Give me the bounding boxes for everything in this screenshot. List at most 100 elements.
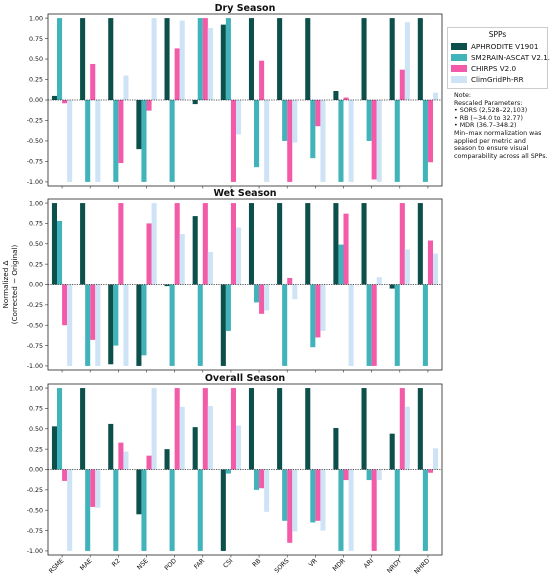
bar <box>315 100 321 127</box>
x-tick-label: R2 <box>111 557 122 568</box>
note-title: Note: <box>454 92 472 99</box>
bar <box>136 469 142 515</box>
bar <box>376 100 382 182</box>
y-tick-label: 0.25 <box>29 77 43 84</box>
y-tick-label: 0.00 <box>29 282 43 289</box>
x-tick-label: VR <box>308 557 320 569</box>
bar <box>164 449 170 470</box>
bar <box>394 284 400 366</box>
bar <box>197 469 203 551</box>
bar <box>348 100 354 182</box>
bar <box>57 18 63 100</box>
y-tick-label: -0.50 <box>27 322 43 329</box>
bar <box>174 388 180 470</box>
bar <box>151 18 157 100</box>
bar <box>404 406 410 470</box>
bar <box>169 469 175 551</box>
bar <box>146 100 152 111</box>
bar <box>207 27 213 100</box>
bar <box>292 100 298 143</box>
bar <box>333 203 339 285</box>
legend-swatch <box>451 54 467 61</box>
bar <box>123 284 129 366</box>
bar <box>146 455 152 470</box>
bar <box>338 469 344 551</box>
panel-title: Wet Season <box>213 188 276 199</box>
note-body: Min–max normalization was applied per me… <box>454 129 548 160</box>
y-tick-label: 0.25 <box>29 446 43 453</box>
bar <box>264 100 270 182</box>
legend-item-sm2rain: SM2RAIN-ASCAT V2.1.2n <box>451 52 550 63</box>
note-bullet: • RB (−34.0 to 32.77) <box>454 114 523 122</box>
bar <box>264 284 270 311</box>
bar <box>113 284 119 346</box>
bar <box>57 388 63 470</box>
bar <box>422 284 428 366</box>
bar <box>338 100 344 182</box>
bar <box>427 240 433 285</box>
legend-item-climgridph: ClimGridPh-RR <box>451 74 544 85</box>
x-tick-label: NHRD <box>413 557 431 575</box>
bar <box>259 469 265 489</box>
bar <box>207 251 213 285</box>
bar <box>277 18 283 100</box>
bar <box>404 22 410 100</box>
bar <box>371 284 377 366</box>
x-tick-label: RSME <box>48 557 66 575</box>
bar <box>141 469 147 551</box>
bar <box>333 427 339 470</box>
y-tick-label: 0.00 <box>29 97 43 104</box>
x-tick-label: NSE <box>136 557 150 571</box>
bar <box>320 469 326 531</box>
bar <box>389 433 395 470</box>
bar <box>169 100 175 182</box>
bar <box>225 18 231 100</box>
bar <box>202 388 208 470</box>
bar <box>67 284 73 366</box>
bar <box>305 388 311 470</box>
bar <box>141 284 147 356</box>
bar <box>371 469 377 551</box>
note-bullet: • SORS (2,528–22,103) <box>454 107 528 115</box>
plot-frame <box>47 198 443 371</box>
bar <box>427 469 433 473</box>
bar <box>376 277 382 285</box>
legend-label: APHRODITE V1901 <box>471 42 539 51</box>
bar <box>310 100 316 159</box>
bar <box>404 249 410 285</box>
legend-label: SM2RAIN-ASCAT V2.1.2n <box>471 53 550 62</box>
bar <box>417 388 423 470</box>
y-tick-label: 0.00 <box>29 467 43 474</box>
bar <box>315 284 321 338</box>
legend-swatch <box>451 43 467 50</box>
bar <box>235 227 242 285</box>
y-tick-label: -0.25 <box>27 118 43 125</box>
bar <box>169 284 175 366</box>
bar <box>118 203 124 285</box>
bar <box>320 100 326 182</box>
x-tick-label: POD <box>163 557 178 572</box>
bar <box>202 18 208 100</box>
bar <box>282 284 288 366</box>
bar <box>310 469 316 523</box>
bar <box>108 284 114 365</box>
bar <box>399 69 405 100</box>
y-tick-label: -0.75 <box>27 343 43 350</box>
bar <box>277 203 283 285</box>
bar <box>348 469 354 551</box>
y-tick-label: -0.50 <box>27 138 43 145</box>
bar <box>361 388 367 470</box>
bar <box>230 203 236 285</box>
bar <box>422 100 428 182</box>
bar <box>179 20 185 100</box>
y-tick-label: -0.25 <box>27 487 43 494</box>
bar <box>118 442 124 470</box>
y-tick-label: 0.75 <box>29 36 43 43</box>
bar <box>151 203 157 285</box>
bar <box>62 284 68 326</box>
y-tick-label: -1.00 <box>27 548 43 555</box>
bar <box>230 100 236 182</box>
bar <box>264 469 270 512</box>
legend: SPPs APHRODITE V1901 SM2RAIN-ASCAT V2.1.… <box>447 27 550 89</box>
